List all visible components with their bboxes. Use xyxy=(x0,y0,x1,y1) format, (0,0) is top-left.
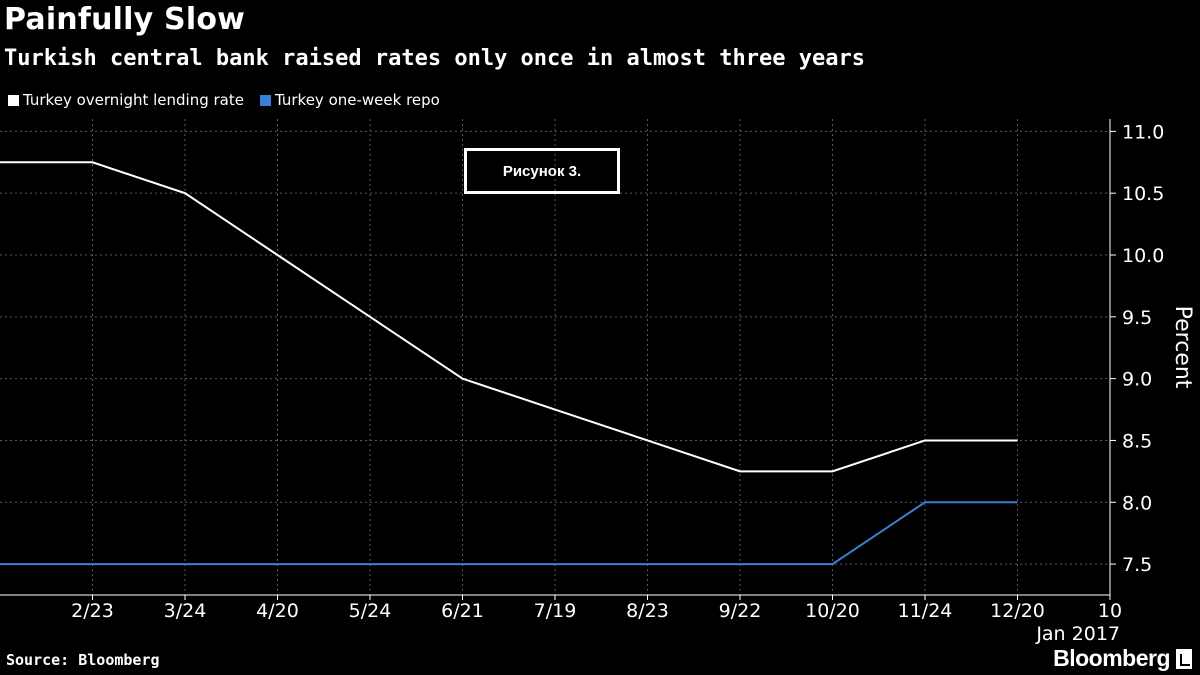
x-tick-label: 4/20 xyxy=(256,600,299,622)
chart-subtitle: Turkish central bank raised rates only o… xyxy=(4,46,865,71)
axes xyxy=(0,119,1116,600)
brand-text: Bloomberg xyxy=(1053,645,1170,671)
y-tick-label: 9.0 xyxy=(1122,369,1152,391)
x-tick-label: 9/22 xyxy=(719,600,762,622)
legend-label-repo: Turkey one-week repo xyxy=(274,91,440,109)
figure-annotation: Рисунок 3. xyxy=(464,148,620,194)
x-tick-label: 10 xyxy=(1098,600,1122,622)
x-tick-label: 3/24 xyxy=(164,600,207,622)
y-tick-label: 8.5 xyxy=(1122,430,1152,452)
legend-swatch-repo xyxy=(259,94,271,106)
series-line-overnight xyxy=(0,161,1018,473)
y-tick-label: 7.5 xyxy=(1122,554,1152,576)
legend: Turkey overnight lending rate Turkey one… xyxy=(8,91,456,109)
y-axis-title: Percent xyxy=(1170,306,1195,389)
y-tick-label: 10.0 xyxy=(1122,245,1164,267)
source-note: Source: Bloomberg xyxy=(6,651,160,669)
x-tick-label: 8/23 xyxy=(626,600,669,622)
x-tick-label: 10/20 xyxy=(805,600,860,622)
legend-item-repo: Turkey one-week repo xyxy=(259,91,440,109)
chart-title: Painfully Slow xyxy=(4,2,246,37)
x-secondary-label: Jan 2017 xyxy=(1035,623,1120,645)
y-tick-label: 9.5 xyxy=(1122,307,1152,329)
x-tick-label: 5/24 xyxy=(349,600,392,622)
tick-labels: 11.0 10.5 10.0 9.5 9.0 8.5 8.0 7.5 2/23 3/24 4/20 5… xyxy=(71,121,1195,645)
x-tick-label: 11/24 xyxy=(898,600,953,622)
series-line-repo xyxy=(0,501,1018,566)
x-tick-label: 6/21 xyxy=(441,600,484,622)
legend-label-overnight: Turkey overnight lending rate xyxy=(23,91,244,109)
x-tick-label: 2/23 xyxy=(71,600,114,622)
chart-logo-icon xyxy=(1176,648,1192,669)
y-tick-label: 11.0 xyxy=(1122,121,1164,143)
y-tick-label: 8.0 xyxy=(1122,492,1152,514)
legend-swatch-overnight xyxy=(8,94,19,106)
x-tick-label: 12/20 xyxy=(990,600,1045,622)
bloomberg-logo: Bloomberg xyxy=(1053,645,1192,672)
x-tick-label: 7/19 xyxy=(534,600,577,622)
legend-item-overnight: Turkey overnight lending rate xyxy=(8,91,244,109)
y-tick-label: 10.5 xyxy=(1122,183,1164,205)
series-layer xyxy=(0,161,1018,566)
